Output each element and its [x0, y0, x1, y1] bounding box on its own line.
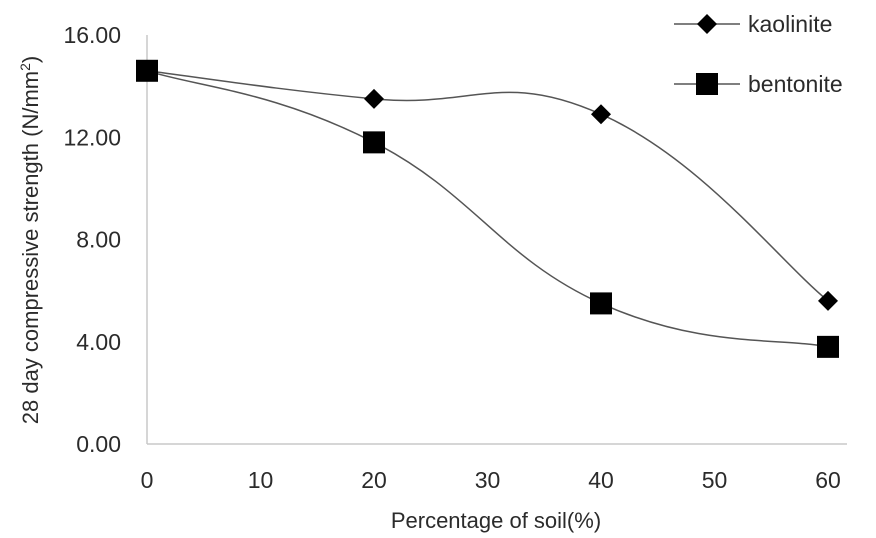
bentonite-line	[146, 70, 829, 348]
x-tick-label: 0	[141, 467, 154, 493]
x-tick-label: 60	[815, 467, 841, 493]
y-tick-label: 8.00	[76, 227, 121, 253]
y-axis-title-end: )	[18, 56, 43, 63]
kaolinite-legend-marker	[697, 14, 717, 34]
x-tick-label: 50	[702, 467, 728, 493]
bentonite-legend-marker	[696, 73, 718, 95]
y-tick-label: 16.00	[63, 22, 121, 48]
x-tick-label: 40	[588, 467, 614, 493]
y-axis-title: 28 day compressive strength (N/mm2)	[17, 56, 43, 424]
y-tick-label: 0.00	[76, 431, 121, 457]
axes	[146, 35, 847, 445]
bentonite-point	[363, 131, 385, 154]
bentonite-point	[590, 292, 612, 315]
x-tick-label: 20	[361, 467, 387, 493]
legend: kaolinite bentonite	[674, 11, 843, 97]
kaolinite-point	[818, 290, 838, 311]
series-markers	[136, 59, 839, 358]
bentonite-point	[136, 59, 158, 82]
y-axis-title-main: 28 day compressive strength (N/mm	[18, 71, 43, 424]
x-axis-title: Percentage of soil(%)	[391, 508, 601, 533]
y-tick-labels: 0.00 4.00 8.00 12.00 16.00	[63, 22, 121, 457]
x-tick-labels: 0 10 20 30 40 50 60	[141, 467, 841, 493]
y-tick-label: 12.00	[63, 124, 121, 150]
x-tick-label: 10	[248, 467, 274, 493]
y-axis-title-superscript: 2	[17, 63, 33, 71]
bentonite-point	[817, 335, 839, 358]
y-tick-label: 4.00	[76, 329, 121, 355]
kaolinite-line	[146, 70, 829, 302]
kaolinite-legend-label: kaolinite	[748, 11, 832, 37]
kaolinite-point	[364, 88, 384, 109]
bentonite-legend-label: bentonite	[748, 71, 843, 97]
series-lines	[146, 70, 829, 348]
x-tick-label: 30	[475, 467, 501, 493]
kaolinite-point	[591, 104, 611, 125]
